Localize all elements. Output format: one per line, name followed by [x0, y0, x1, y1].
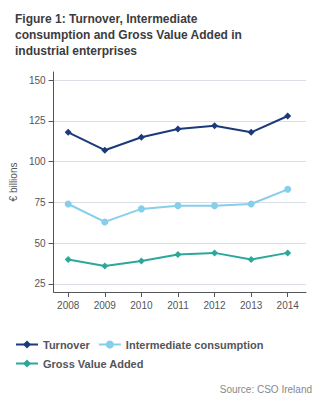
svg-text:2010: 2010: [130, 300, 153, 311]
svg-text:2008: 2008: [57, 300, 80, 311]
svg-text:2013: 2013: [240, 300, 263, 311]
svg-text:2014: 2014: [277, 300, 300, 311]
svg-text:2011: 2011: [167, 300, 189, 311]
svg-text:2009: 2009: [94, 300, 117, 311]
svg-text:125: 125: [29, 115, 46, 126]
svg-text:Gross Value Added: Gross Value Added: [43, 358, 143, 370]
svg-text:Turnover: Turnover: [43, 339, 91, 351]
svg-text:Intermediate consumption: Intermediate consumption: [126, 339, 264, 351]
svg-text:25: 25: [34, 278, 46, 289]
svg-text:150: 150: [29, 75, 46, 86]
svg-text:industrial enterprises: industrial enterprises: [15, 44, 137, 58]
svg-text:100: 100: [29, 156, 46, 167]
svg-text:Figure 1: Turnover, Intermedia: Figure 1: Turnover, Intermediate: [15, 12, 198, 26]
svg-text:50: 50: [34, 238, 46, 249]
svg-text:2012: 2012: [203, 300, 226, 311]
svg-text:75: 75: [34, 197, 46, 208]
svg-text:Source: CSO Ireland: Source: CSO Ireland: [220, 384, 312, 395]
svg-text:consumption and Gross Value Ad: consumption and Gross Value Added in: [15, 28, 242, 42]
svg-text:€ billions: € billions: [8, 163, 19, 202]
